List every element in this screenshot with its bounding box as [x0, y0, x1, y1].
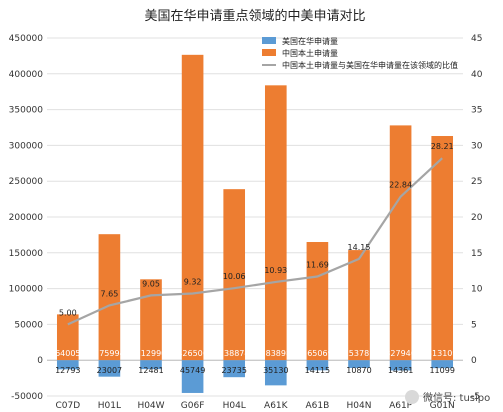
y-left-tick-label: 100000 [9, 285, 44, 295]
data-label-us: 35130 [263, 366, 288, 375]
y-left-tick-label: 50000 [14, 320, 43, 330]
y-right-tick-label: 30 [471, 141, 483, 151]
data-label-ratio: 10.06 [223, 272, 246, 281]
y-right-tick-label: 10 [471, 285, 483, 295]
bar-china [348, 250, 370, 361]
bar-us [264, 360, 287, 386]
y-right-tick-label: 40 [471, 70, 483, 80]
data-label-us: 11099 [429, 366, 454, 375]
data-label-ratio: 14.15 [348, 243, 371, 252]
data-label-china: 313109 [427, 349, 458, 358]
y-left-tick-label: 200000 [9, 213, 44, 223]
ratio-line [67, 157, 443, 326]
x-tick-label: G01N [430, 401, 455, 411]
bar-us [56, 360, 79, 370]
x-tick-label: A61B [306, 401, 330, 411]
x-tick-label: H04L [223, 401, 246, 411]
data-label-ratio: 9.05 [142, 279, 160, 288]
data-label-ratio: 5.00 [59, 308, 77, 317]
x-tick-label: G06F [181, 401, 205, 411]
y-left-tick-label: 0 [37, 356, 43, 366]
y-right-tick-label: 25 [471, 177, 482, 187]
legend-swatch-china [262, 49, 276, 56]
bar-china [140, 279, 162, 361]
data-label-china: 175994 [94, 349, 125, 358]
bar-china [56, 314, 79, 361]
data-label-ratio: 10.93 [264, 266, 287, 275]
y-right-tick-label: 20 [471, 213, 483, 223]
data-label-us: 23735 [221, 366, 246, 375]
data-label-us: 12481 [138, 366, 163, 375]
data-label-us: 14361 [388, 366, 413, 375]
x-tick-label: C07D [55, 401, 80, 411]
x-tick-label: A61P [389, 401, 413, 411]
x-tick-label: H04W [137, 401, 164, 411]
y-left-tick-label: 150000 [9, 249, 44, 259]
y-left-tick-label: 250000 [9, 177, 44, 187]
legend-label-china: 中国本土申请量 [282, 48, 338, 58]
legend-label-ratio: 中国本土申请量与美国在华申请量在该领域的比值 [282, 60, 458, 70]
y-left-tick-label: 450000 [9, 34, 44, 44]
data-label-us: 23007 [97, 366, 122, 375]
bar-us [181, 360, 204, 393]
bar-china [389, 125, 412, 361]
bar-us [348, 360, 370, 368]
y-right-tick-label: 35 [471, 106, 482, 116]
data-label-china: 383898 [261, 349, 292, 358]
legend-swatch-us [262, 37, 276, 44]
data-label-ratio: 28.21 [431, 142, 454, 151]
data-label-china: 426506 [177, 349, 208, 358]
bar-us [223, 360, 246, 378]
bar-us [389, 360, 412, 371]
bar-us [306, 360, 329, 371]
y-right-tick-label: 45 [471, 34, 482, 44]
x-tick-label: H01L [98, 401, 121, 411]
y-left-tick-label: -50000 [11, 392, 43, 402]
y-right-tick-label: -5 [471, 392, 480, 402]
bar-china [98, 234, 121, 361]
data-label-ratio: 22.84 [389, 181, 412, 190]
data-label-china: 153781 [344, 349, 375, 358]
data-label-china: 165069 [302, 349, 333, 358]
data-label-us: 45749 [180, 366, 205, 375]
x-tick-label: H04N [347, 401, 372, 411]
bar-china [223, 189, 246, 361]
bar-us [98, 360, 121, 377]
bar-us [140, 360, 162, 370]
y-right-tick-label: 15 [471, 249, 482, 259]
bar-china [431, 136, 454, 361]
bar-us [431, 360, 454, 369]
data-label-us: 10870 [346, 366, 371, 375]
data-label-ratio: 7.65 [100, 289, 118, 298]
data-label-china: 238874 [219, 349, 250, 358]
data-label-us: 14115 [305, 366, 330, 375]
bar-china [181, 54, 204, 361]
data-label-china: 327940 [385, 349, 416, 358]
bar-china [306, 242, 329, 361]
data-label-china: 112990 [136, 349, 167, 358]
wechat-icon [405, 390, 419, 404]
y-left-tick-label: 350000 [9, 106, 44, 116]
watermark-text: 微信号: tusipo [423, 391, 490, 404]
y-left-tick-label: 300000 [9, 141, 44, 151]
y-right-tick-label: 0 [471, 356, 477, 366]
y-right-tick-label: 5 [471, 320, 477, 330]
chart-title: 美国在华申请重点领域的中美申请对比 [144, 8, 365, 24]
x-tick-label: A61K [264, 401, 289, 411]
data-label-us: 12793 [55, 366, 80, 375]
data-label-ratio: 9.32 [184, 277, 202, 286]
legend-label-us: 美国在华申请量 [282, 36, 338, 46]
data-label-ratio: 11.69 [306, 260, 329, 269]
y-left-tick-label: 400000 [9, 70, 44, 80]
data-label-china: 64005 [55, 349, 80, 358]
bar-china [264, 85, 287, 361]
